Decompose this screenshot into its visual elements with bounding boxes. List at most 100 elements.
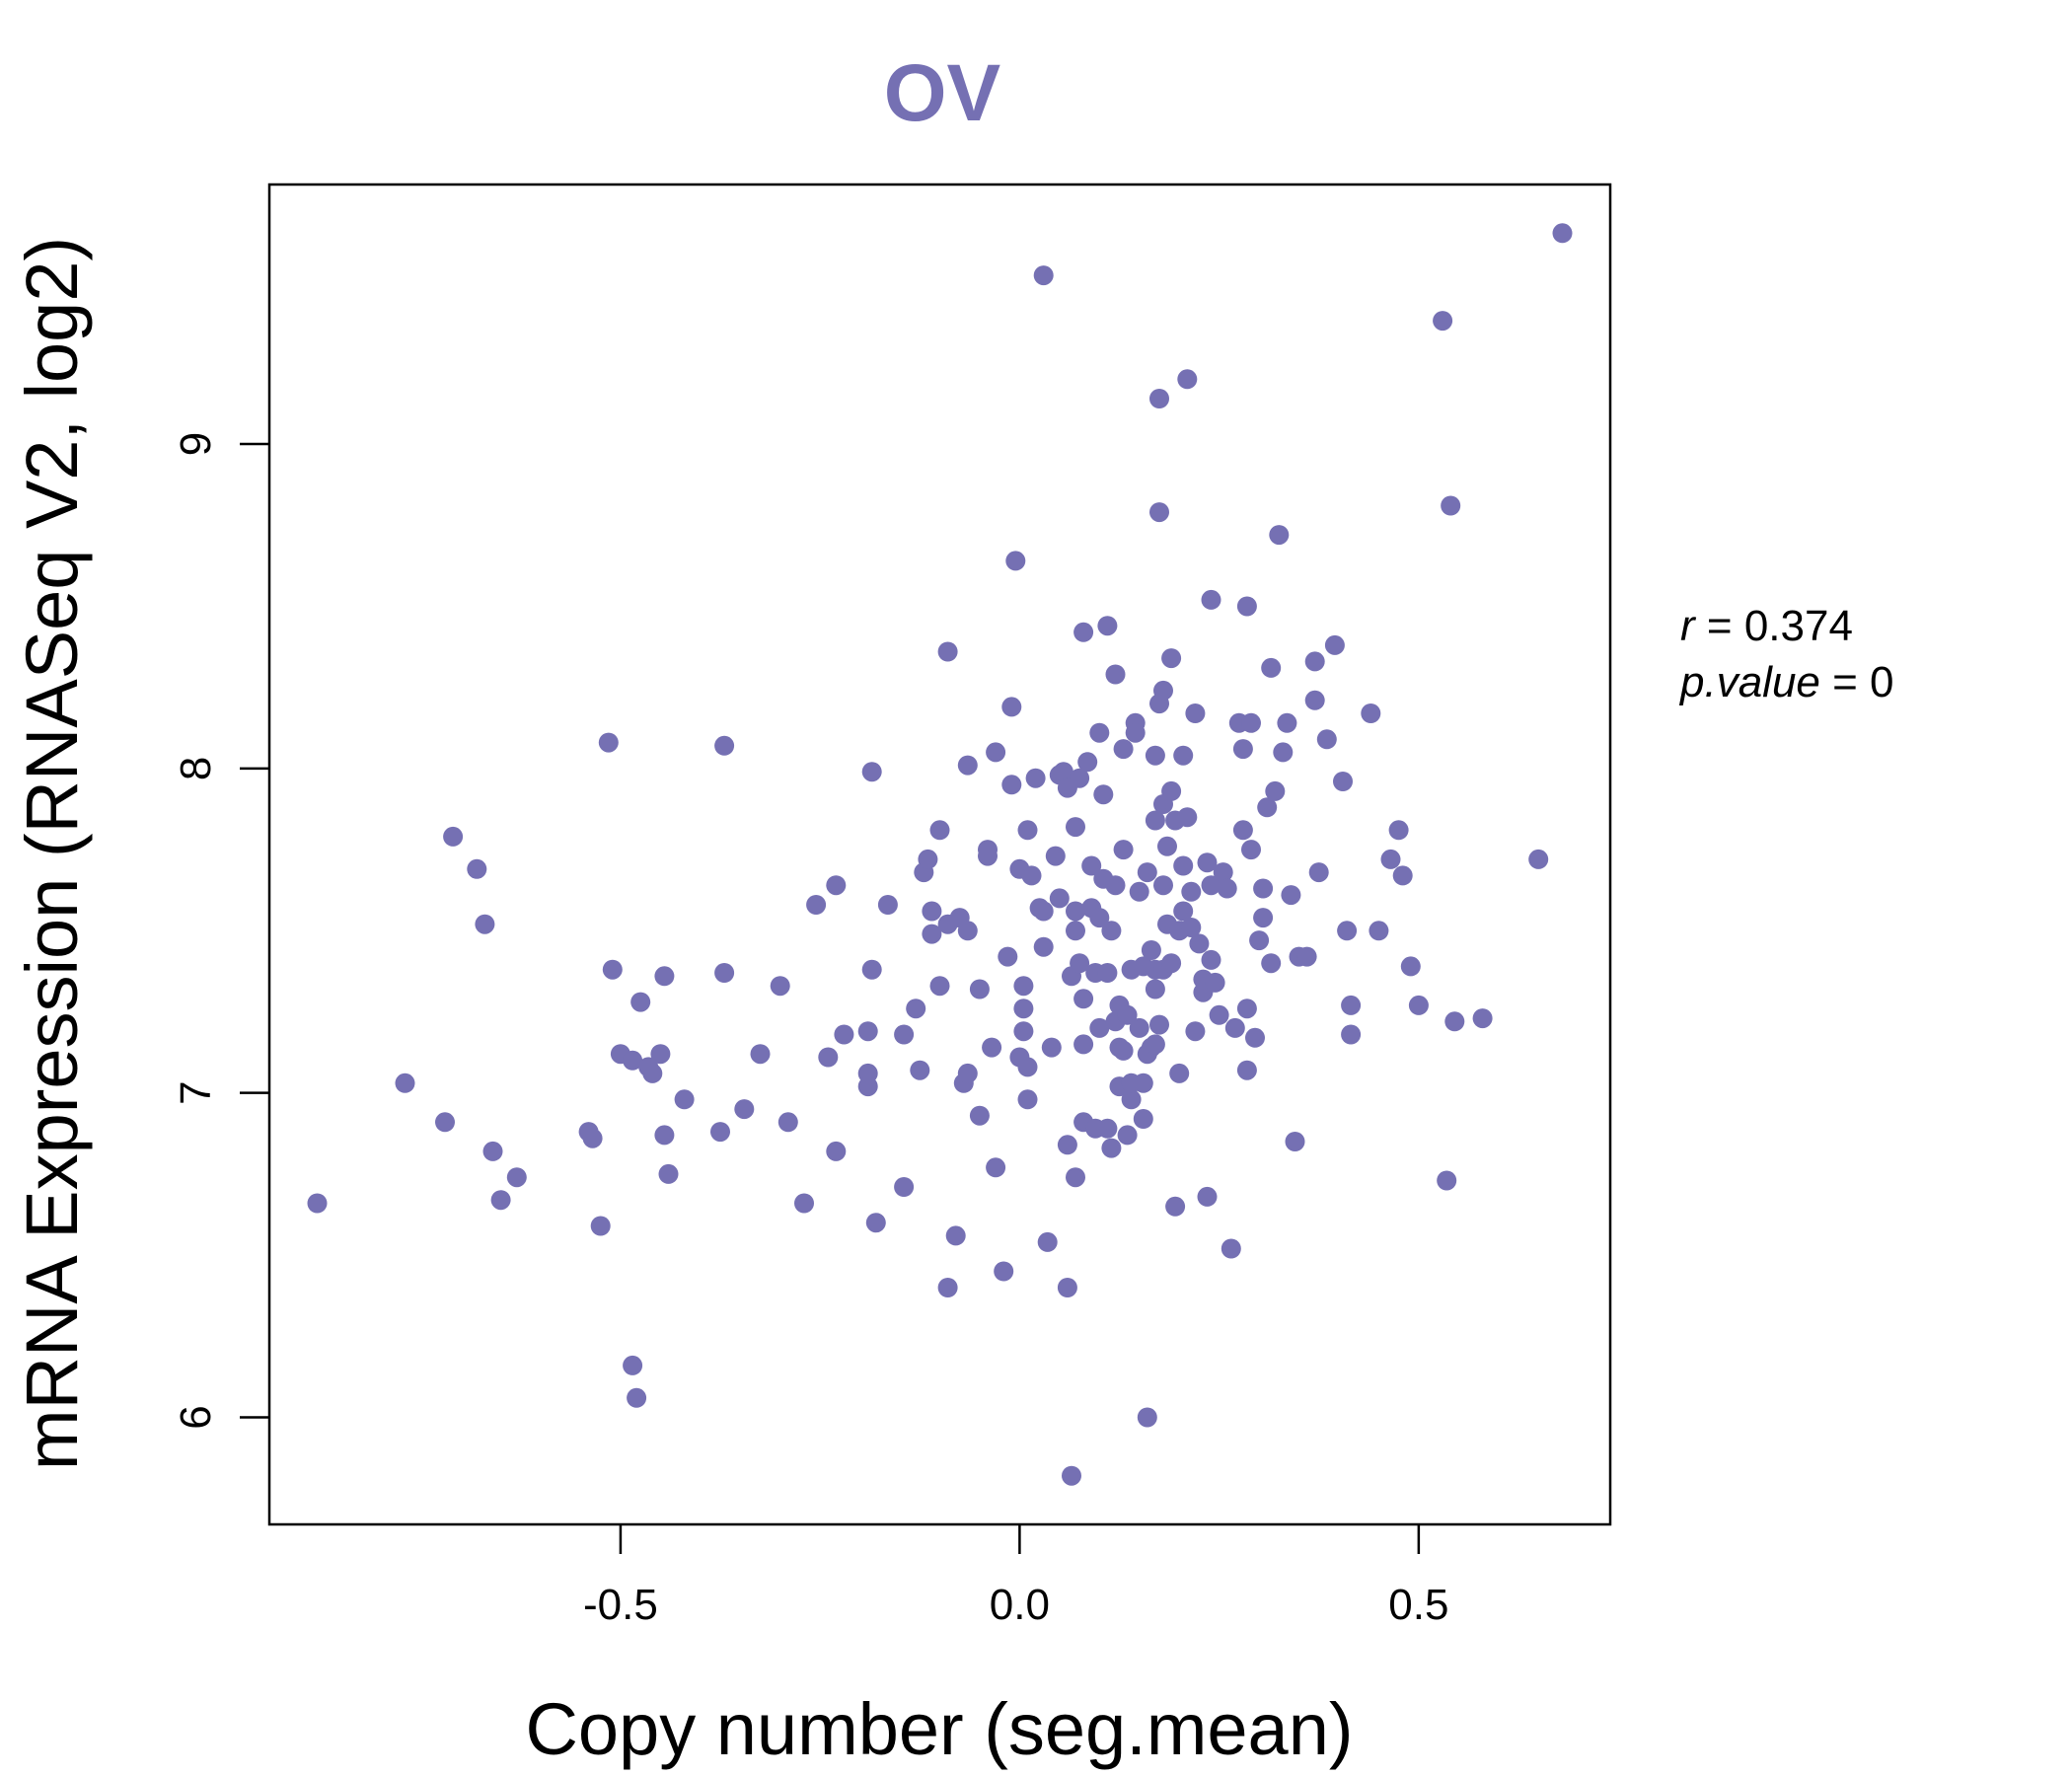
r-value: 0.374 <box>1744 602 1853 650</box>
data-point <box>957 921 978 941</box>
data-point <box>865 1213 886 1233</box>
svg-text:r = 0.374: r = 0.374 <box>1680 602 1853 650</box>
data-point <box>1161 648 1182 669</box>
data-point <box>1241 840 1261 860</box>
data-point <box>1041 1037 1062 1058</box>
y-tick-label: 8 <box>172 757 220 780</box>
data-point <box>650 1044 671 1065</box>
data-point <box>929 976 950 997</box>
data-point <box>1157 836 1177 856</box>
plot-frame <box>267 183 1612 1526</box>
data-point <box>1097 616 1118 636</box>
data-point <box>1388 820 1409 841</box>
data-point <box>1149 502 1169 523</box>
data-point <box>1341 995 1362 1015</box>
data-point <box>1117 1125 1138 1146</box>
data-point <box>1145 810 1165 831</box>
data-point <box>982 1037 1002 1058</box>
data-point <box>674 1089 695 1110</box>
data-point <box>1062 1465 1081 1486</box>
data-point <box>1361 703 1381 723</box>
data-point <box>1101 921 1122 941</box>
data-point <box>1165 1196 1186 1217</box>
data-point <box>1129 881 1149 902</box>
data-point <box>818 1047 839 1068</box>
data-point <box>1217 878 1237 899</box>
data-point <box>1149 1014 1169 1035</box>
correlation-stats: r = 0.374 p.value = 0 <box>1678 602 1894 706</box>
data-point <box>490 1190 511 1211</box>
x-tick-label: 0.5 <box>1388 1581 1448 1629</box>
data-point <box>1066 817 1085 838</box>
data-point <box>826 1141 847 1161</box>
data-point <box>957 755 978 776</box>
data-point <box>1265 780 1286 801</box>
data-point <box>630 992 651 1012</box>
y-tick-label: 7 <box>172 1080 220 1104</box>
data-point <box>1221 1238 1241 1259</box>
data-point <box>1197 852 1218 873</box>
y-axis-title: mRNA Expression (RNASeq V2, log2) <box>11 237 93 1470</box>
x-tick-label: -0.5 <box>583 1581 658 1629</box>
data-point <box>1177 369 1198 390</box>
p-label: p.value <box>1678 658 1820 706</box>
data-point <box>1257 797 1278 818</box>
x-axis-title: Copy number (seg.mean) <box>525 1688 1353 1770</box>
data-point <box>1013 1021 1034 1042</box>
data-point <box>443 826 464 847</box>
data-point <box>750 1044 771 1065</box>
data-point <box>714 735 735 756</box>
data-point <box>937 1278 958 1297</box>
data-point <box>658 1163 679 1184</box>
data-point <box>1021 865 1042 886</box>
data-point <box>1324 634 1345 655</box>
data-point <box>1236 1060 1257 1080</box>
data-point <box>1081 855 1102 876</box>
data-point <box>482 1141 503 1161</box>
data-point <box>1101 1138 1122 1158</box>
data-point <box>1053 762 1073 782</box>
data-point <box>857 1021 878 1042</box>
data-point <box>642 1063 663 1083</box>
data-point <box>1066 1167 1085 1188</box>
data-point <box>1185 703 1206 723</box>
data-point <box>1224 1017 1245 1038</box>
data-point <box>1133 1109 1153 1129</box>
data-point <box>598 732 619 753</box>
data-point <box>1145 1034 1165 1055</box>
data-point <box>877 895 898 915</box>
data-point <box>1113 739 1134 760</box>
chart-title: OV <box>884 48 1001 138</box>
data-point <box>1137 862 1157 883</box>
data-point <box>623 1355 643 1375</box>
data-point <box>1433 311 1453 332</box>
data-point <box>1441 495 1461 516</box>
data-point <box>1066 921 1085 941</box>
data-point <box>998 946 1018 967</box>
data-point <box>1077 752 1098 773</box>
data-point <box>777 1112 798 1133</box>
data-point <box>1341 1024 1362 1045</box>
data-point <box>1201 949 1221 970</box>
data-point <box>1296 946 1317 967</box>
data-point <box>929 820 950 841</box>
data-point <box>1141 940 1161 960</box>
data-point <box>1281 885 1301 906</box>
data-point <box>475 914 495 934</box>
data-point <box>1236 999 1257 1019</box>
data-point <box>861 762 882 782</box>
data-point <box>1308 862 1329 883</box>
data-point <box>1001 697 1022 717</box>
data-point <box>1125 722 1146 743</box>
y-tick-label: 6 <box>172 1405 220 1429</box>
data-point <box>1066 901 1085 922</box>
data-point <box>910 1060 930 1080</box>
data-point <box>1209 1004 1229 1025</box>
data-point <box>1089 722 1110 743</box>
data-point <box>1089 1017 1110 1038</box>
data-point <box>654 966 675 987</box>
data-point <box>1117 1004 1138 1025</box>
data-point <box>1017 1089 1038 1110</box>
data-point <box>1380 849 1401 869</box>
data-point <box>1153 680 1173 701</box>
